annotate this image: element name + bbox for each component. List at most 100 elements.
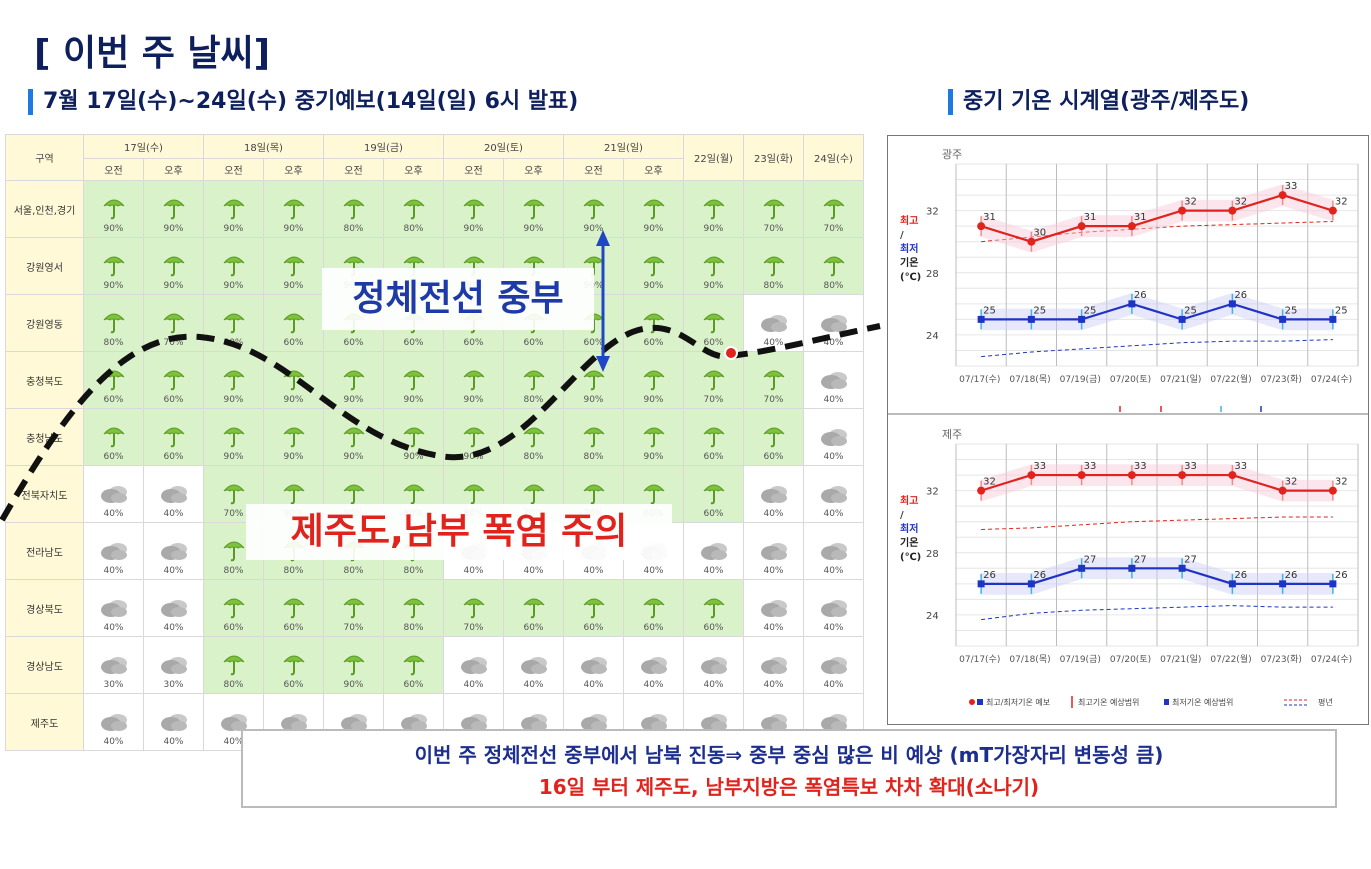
precip-probability: 60% <box>223 623 244 633</box>
max-temp-point <box>1228 471 1237 480</box>
precip-probability: 40% <box>103 623 124 633</box>
precip-probability: 60% <box>523 623 544 633</box>
precip-probability: 80% <box>223 338 244 348</box>
max-temp-point <box>1127 471 1136 480</box>
rain-forecast-cell: 70% <box>683 351 744 409</box>
min-temp-point <box>1329 315 1337 323</box>
precip-probability: 90% <box>583 395 604 405</box>
precip-probability: 90% <box>283 224 304 234</box>
heatwave-annotation: 제주도,남부 폭염 주의 <box>246 504 672 560</box>
umbrella-icon <box>445 481 503 505</box>
normal-max-line <box>981 220 1333 243</box>
precip-probability: 60% <box>463 338 484 348</box>
legend-normal: 평년 <box>1318 697 1333 707</box>
min-temp-label: 26 <box>1033 570 1046 581</box>
max-temp-point <box>977 486 986 495</box>
umbrella-icon <box>685 595 743 619</box>
cloud-forecast-cell: 40% <box>143 579 204 637</box>
min-range-band <box>981 557 1333 595</box>
chart-title: 제주 <box>942 428 962 441</box>
cloud-icon <box>145 711 203 733</box>
cloud-icon <box>805 654 863 676</box>
precip-probability: 90% <box>223 395 244 405</box>
umbrella-icon <box>265 595 323 619</box>
x-tick-label: 07/22(월) <box>1210 653 1251 665</box>
y-axis-label: / <box>900 230 904 241</box>
max-temp-label: 32 <box>983 477 996 488</box>
cloud-icon <box>565 654 623 676</box>
rain-forecast-cell: 90% <box>683 237 744 295</box>
max-temp-point <box>1278 191 1287 200</box>
legend-max-range: 최고기온 예상범위 <box>1078 697 1139 707</box>
y-axis-label: 기온 <box>900 536 918 549</box>
precip-probability: 60% <box>583 338 604 348</box>
precip-probability: 60% <box>703 623 724 633</box>
precip-probability: 90% <box>163 281 184 291</box>
rain-forecast-cell: 80% <box>323 180 384 238</box>
cloud-icon <box>745 654 803 676</box>
day-header: 23일(화) <box>743 134 804 181</box>
cloud-forecast-cell: 40% <box>623 636 684 694</box>
cloud-forecast-cell: 40% <box>743 294 804 352</box>
region-label: 충청북도 <box>5 351 84 409</box>
rain-forecast-cell: 60% <box>263 294 324 352</box>
cloud-icon <box>685 540 743 562</box>
cloud-icon <box>805 711 863 733</box>
umbrella-icon <box>745 424 803 448</box>
min-temp-point <box>1329 580 1337 588</box>
umbrella-icon <box>145 196 203 220</box>
region-label: 경상북도 <box>5 579 84 637</box>
precip-probability: 60% <box>283 680 304 690</box>
precip-probability: 60% <box>523 338 544 348</box>
precip-probability: 40% <box>763 680 784 690</box>
umbrella-icon <box>685 253 743 277</box>
day-header: 20일(토) <box>443 134 564 159</box>
precip-probability: 40% <box>763 566 784 576</box>
max-temp-point <box>1278 486 1287 495</box>
precip-probability: 40% <box>163 623 184 633</box>
cloud-forecast-cell: 40% <box>563 636 624 694</box>
x-tick-label: 07/24(수) <box>1311 654 1352 665</box>
precip-probability: 40% <box>103 509 124 519</box>
x-tick-label: 07/19(금) <box>1060 654 1101 665</box>
min-temp-point <box>1078 315 1086 323</box>
am-header: 오전 <box>203 158 264 181</box>
min-temp-label: 26 <box>1234 570 1247 581</box>
day-header: 19일(금) <box>323 134 444 159</box>
max-temp-point <box>1027 471 1036 480</box>
precip-probability: 60% <box>343 338 364 348</box>
cloud-icon <box>85 654 143 676</box>
rain-forecast-cell: 60% <box>83 408 144 466</box>
umbrella-icon <box>385 424 443 448</box>
legend-max-marker <box>969 699 975 705</box>
umbrella-icon <box>625 424 683 448</box>
precip-probability: 80% <box>283 566 304 576</box>
precip-probability: 90% <box>643 281 664 291</box>
precip-probability: 90% <box>283 452 304 462</box>
legend-min-range-marker <box>1164 699 1169 705</box>
rain-forecast-cell: 60% <box>683 408 744 466</box>
rain-forecast-cell: 90% <box>203 237 264 295</box>
umbrella-icon <box>145 367 203 391</box>
umbrella-icon <box>325 481 383 505</box>
umbrella-icon <box>625 595 683 619</box>
cloud-icon <box>745 540 803 562</box>
precip-probability: 70% <box>763 395 784 405</box>
umbrella-icon <box>565 595 623 619</box>
cloud-forecast-cell: 40% <box>443 636 504 694</box>
cloud-forecast-cell: 40% <box>143 465 204 523</box>
umbrella-icon <box>445 367 503 391</box>
rain-forecast-cell: 60% <box>683 579 744 637</box>
umbrella-icon <box>445 196 503 220</box>
umbrella-icon <box>385 595 443 619</box>
rain-forecast-cell: 90% <box>563 180 624 238</box>
region-label: 충청남도 <box>5 408 84 466</box>
precip-probability: 90% <box>643 395 664 405</box>
cloud-icon <box>85 597 143 619</box>
cloud-forecast-cell: 30% <box>143 636 204 694</box>
precip-probability: 90% <box>463 452 484 462</box>
y-tick-label: 28 <box>926 269 939 280</box>
precip-probability: 40% <box>703 680 724 690</box>
am-header: 오전 <box>563 158 624 181</box>
rain-forecast-cell: 70% <box>143 294 204 352</box>
